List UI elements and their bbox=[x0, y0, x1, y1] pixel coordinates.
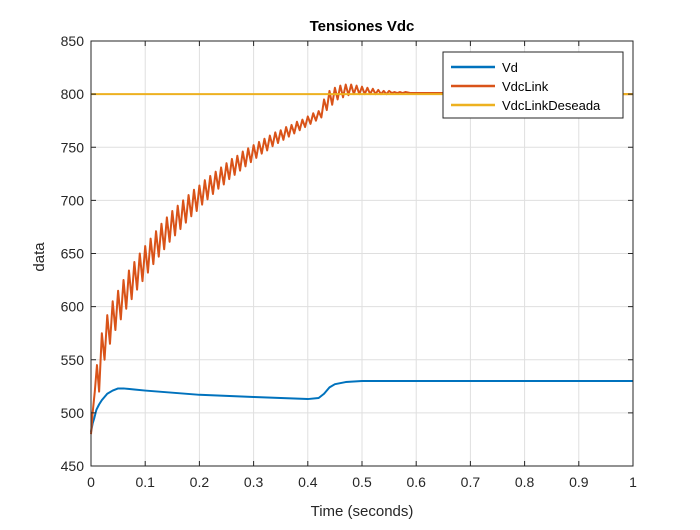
y-tick-label: 750 bbox=[61, 139, 85, 155]
x-tick-label: 0.6 bbox=[406, 474, 426, 490]
x-tick-label: 0.9 bbox=[569, 474, 589, 490]
legend-entry: VdcLinkDeseada bbox=[502, 98, 601, 113]
x-tick-label: 0 bbox=[87, 474, 95, 490]
x-tick-label: 0.5 bbox=[352, 474, 372, 490]
series-line-vdclink bbox=[90, 83, 633, 435]
y-tick-label: 850 bbox=[61, 33, 85, 49]
x-tick-label: 0.8 bbox=[515, 474, 535, 490]
chart-title: Tensiones Vdc bbox=[310, 18, 415, 35]
legend: Vd VdcLink VdcLinkDeseada bbox=[442, 51, 624, 119]
x-tick-label: 0.3 bbox=[244, 474, 264, 490]
x-tick-label: 0.7 bbox=[461, 474, 481, 490]
y-tick-label: 450 bbox=[61, 458, 85, 474]
y-axis-label: data bbox=[31, 242, 48, 272]
x-axis-label: Time (seconds) bbox=[311, 503, 414, 520]
y-tick-label: 550 bbox=[61, 352, 85, 368]
axis-ticks: 0 0.1 0.2 0.3 0.4 0.5 0.6 0.7 0.8 0.9 1 450 500 550 60… bbox=[61, 33, 637, 490]
legend-entry: VdcLink bbox=[502, 79, 549, 94]
y-tick-label: 800 bbox=[61, 86, 85, 102]
y-tick-label: 600 bbox=[61, 299, 85, 315]
x-tick-label: 1 bbox=[629, 474, 637, 490]
x-tick-label: 0.2 bbox=[190, 474, 210, 490]
y-tick-label: 500 bbox=[61, 405, 85, 421]
x-tick-label: 0.4 bbox=[298, 474, 318, 490]
x-tick-label: 0.1 bbox=[135, 474, 155, 490]
y-tick-label: 700 bbox=[61, 192, 85, 208]
y-tick-label: 650 bbox=[61, 246, 85, 262]
legend-entry: Vd bbox=[502, 60, 518, 75]
series-line-vd bbox=[90, 380, 633, 433]
